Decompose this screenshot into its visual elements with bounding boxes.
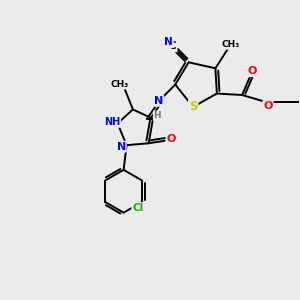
Text: N: N	[164, 37, 173, 47]
Text: S: S	[189, 100, 197, 113]
Text: O: O	[166, 134, 176, 144]
Text: O: O	[263, 101, 273, 111]
Text: N: N	[154, 96, 164, 106]
Text: CH₃: CH₃	[110, 80, 129, 89]
Text: N: N	[117, 142, 126, 152]
Text: C: C	[169, 41, 177, 52]
Text: CH₃: CH₃	[221, 40, 239, 49]
Text: H: H	[154, 111, 161, 120]
Text: NH: NH	[104, 117, 120, 127]
Text: O: O	[248, 66, 257, 76]
Text: Cl: Cl	[132, 203, 143, 213]
